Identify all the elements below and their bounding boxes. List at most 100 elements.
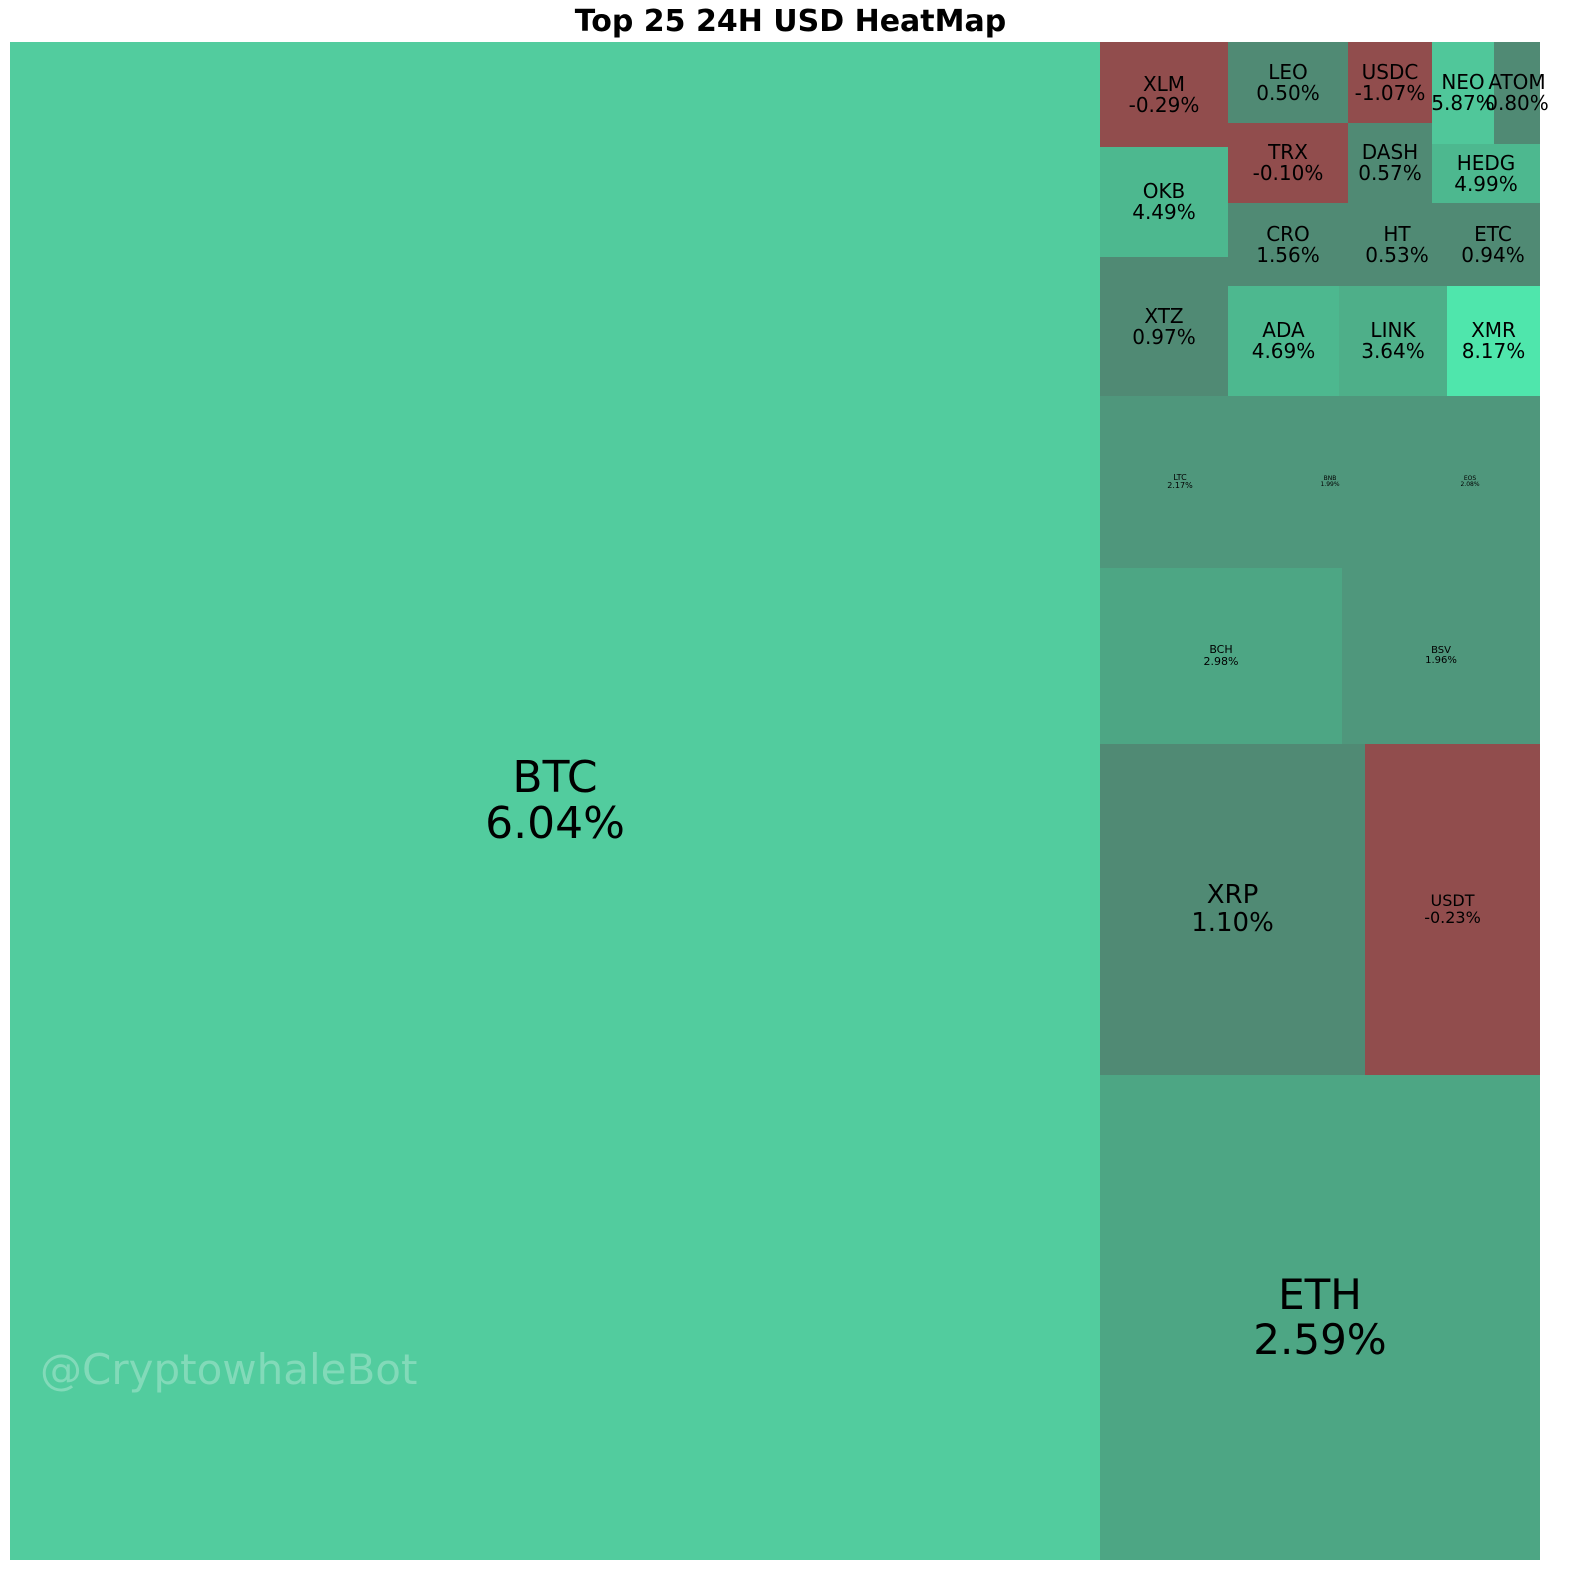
tile-change: 4.69% xyxy=(1251,339,1316,363)
tile-label: ETH 2.59% xyxy=(1253,1273,1386,1361)
tile-label: BSV 1.96% xyxy=(1425,644,1457,667)
tile-change: 1.99% xyxy=(1320,481,1340,488)
tile-change: 3.64% xyxy=(1361,339,1425,363)
tile-bch: BCH 2.98% xyxy=(1100,568,1342,744)
tile-okb: OKB 4.49% xyxy=(1100,147,1228,257)
tile-label: USDT -0.23% xyxy=(1424,890,1481,927)
tile-dash: DASH 0.57% xyxy=(1348,123,1432,203)
tile-label: XTZ 0.97% xyxy=(1132,303,1196,349)
tile-change: 5.87% xyxy=(1431,91,1495,115)
tile-change: 0.80% xyxy=(1485,91,1549,115)
tile-change: 0.97% xyxy=(1132,324,1196,349)
tile-symbol: HEDG xyxy=(1456,150,1516,175)
tile-symbol: XTZ xyxy=(1144,303,1184,328)
tile-label: BTC 6.04% xyxy=(485,751,625,849)
tile-trx: TRX -0.10% xyxy=(1228,123,1348,203)
tile-change: 6.04% xyxy=(485,798,625,849)
tile-symbol: XRP xyxy=(1206,880,1259,911)
tile-link: LINK 3.64% xyxy=(1339,286,1447,396)
tile-label: BNB 1.99% xyxy=(1320,474,1340,489)
tile-symbol: OKB xyxy=(1142,179,1186,203)
tile-label: USDC -1.07% xyxy=(1354,59,1426,105)
tile-symbol: USDC xyxy=(1361,59,1419,84)
tile-change: 0.57% xyxy=(1358,161,1422,185)
tile-symbol: BCH xyxy=(1209,643,1233,657)
tile-etc: ETC 0.94% xyxy=(1446,203,1540,286)
tile-change: 4.99% xyxy=(1454,171,1518,196)
tile-symbol: NEO xyxy=(1441,70,1485,94)
tile-label: XRP 1.10% xyxy=(1191,880,1274,938)
tile-xlm: XLM -0.29% xyxy=(1100,42,1228,147)
tile-change: 2.59% xyxy=(1253,1314,1387,1364)
tile-symbol: ETH xyxy=(1278,1270,1362,1320)
tile-label: HEDG 4.99% xyxy=(1454,150,1518,196)
tile-symbol: ETC xyxy=(1474,221,1512,246)
tile-symbol: BNB xyxy=(1323,474,1337,482)
tile-symbol: BSV xyxy=(1431,644,1451,656)
tile-symbol: DASH xyxy=(1361,140,1419,164)
tile-symbol: CRO xyxy=(1266,221,1310,246)
tile-symbol: LTC xyxy=(1173,472,1187,482)
tile-change: 0.50% xyxy=(1256,80,1320,105)
tile-xrp: XRP 1.10% xyxy=(1100,744,1365,1075)
tile-label: NEO 5.87% xyxy=(1431,72,1495,114)
tile-symbol: BTC xyxy=(512,751,598,803)
tile-label: TRX -0.10% xyxy=(1253,142,1324,184)
tile-label: XMR 8.17% xyxy=(1462,320,1526,362)
tile-label: EOS 2.08% xyxy=(1460,474,1480,489)
tile-change: 1.56% xyxy=(1256,242,1320,267)
tile-eth: ETH 2.59% xyxy=(1100,1075,1540,1560)
tile-label: LEO 0.50% xyxy=(1256,59,1320,105)
tile-label: LTC 2.17% xyxy=(1167,472,1193,491)
tile-hedg: HEDG 4.99% xyxy=(1432,144,1540,203)
tile-ltc: LTC 2.17% xyxy=(1100,396,1260,568)
tile-change: 2.98% xyxy=(1203,655,1239,668)
tile-symbol: TRX xyxy=(1268,140,1308,164)
tile-ht: HT 0.53% xyxy=(1348,203,1446,286)
tile-symbol: ADA xyxy=(1262,318,1305,342)
tile-change: 4.49% xyxy=(1132,200,1196,224)
tile-change: 0.53% xyxy=(1365,242,1429,267)
tile-label: LINK 3.64% xyxy=(1361,320,1425,362)
tile-label: ETC 0.94% xyxy=(1461,221,1525,267)
tile-symbol: ATOM xyxy=(1488,70,1546,94)
tile-label: HT 0.53% xyxy=(1365,221,1429,267)
tile-bnb: BNB 1.99% xyxy=(1260,396,1400,568)
tile-change: -0.10% xyxy=(1252,161,1324,185)
tile-change: 2.17% xyxy=(1167,481,1193,490)
tile-change: -1.07% xyxy=(1354,80,1426,105)
tile-atom: ATOM 0.80% xyxy=(1485,42,1549,144)
tile-label: OKB 4.49% xyxy=(1132,181,1196,223)
chart-title: Top 25 24H USD HeatMap xyxy=(574,4,1007,39)
tile-change: 1.96% xyxy=(1425,655,1457,666)
tile-label: ATOM 0.80% xyxy=(1485,72,1549,114)
tile-change: 0.94% xyxy=(1461,242,1525,267)
tile-symbol: HT xyxy=(1383,221,1411,246)
tile-change: 8.17% xyxy=(1461,339,1526,363)
tile-eos: EOS 2.08% xyxy=(1400,396,1540,568)
tile-label: XLM -0.29% xyxy=(1128,73,1200,117)
tile-symbol: XMR xyxy=(1471,318,1516,342)
watermark: @CryptowhaleBot xyxy=(40,1345,418,1394)
tile-leo: LEO 0.50% xyxy=(1228,42,1348,123)
tile-label: BCH 2.98% xyxy=(1204,644,1239,667)
tile-symbol: LEO xyxy=(1268,59,1308,84)
tile-bsv: BSV 1.96% xyxy=(1342,568,1540,744)
tile-usdc: USDC -1.07% xyxy=(1348,42,1432,123)
tile-btc: BTC 6.04% xyxy=(10,42,1100,1560)
tile-ada: ADA 4.69% xyxy=(1228,286,1339,396)
tile-cro: CRO 1.56% xyxy=(1228,203,1348,286)
tile-change: 1.10% xyxy=(1191,907,1274,938)
tile-label: CRO 1.56% xyxy=(1256,221,1320,267)
tile-neo: NEO 5.87% xyxy=(1431,42,1495,144)
tile-usdt: USDT -0.23% xyxy=(1365,744,1540,1075)
tile-label: DASH 0.57% xyxy=(1358,142,1422,184)
tile-change: -0.29% xyxy=(1128,92,1200,117)
tile-symbol: USDT xyxy=(1430,890,1475,910)
tile-change: 2.08% xyxy=(1460,481,1480,488)
tile-label: ADA 4.69% xyxy=(1252,320,1316,362)
tile-symbol: EOS xyxy=(1463,474,1477,482)
tile-symbol: LINK xyxy=(1370,318,1416,342)
tile-change: -0.23% xyxy=(1424,907,1481,927)
